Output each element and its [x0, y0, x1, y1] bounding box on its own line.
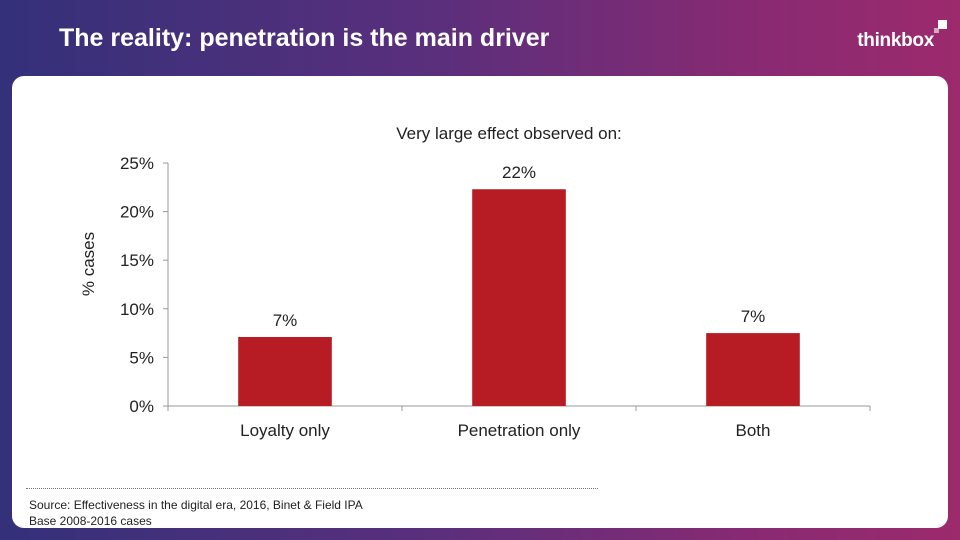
source-line: Source: Effectiveness in the digital era…	[29, 498, 363, 512]
y-tick-label: 15%	[120, 251, 154, 270]
y-tick-label: 20%	[120, 203, 154, 222]
y-axis-label: % cases	[79, 232, 98, 296]
slide-title: The reality: penetration is the main dri…	[59, 24, 550, 52]
chart-title: Very large effect observed on:	[396, 124, 622, 143]
footer-divider	[26, 488, 598, 489]
source-note: Source: Effectiveness in the digital era…	[29, 497, 363, 529]
data-label: 22%	[502, 163, 536, 182]
data-label: 7%	[273, 311, 298, 330]
x-category-label: Loyalty only	[240, 421, 330, 440]
y-tick-label: 10%	[120, 300, 154, 319]
y-tick-label: 0%	[129, 397, 154, 416]
data-label: 7%	[741, 307, 766, 326]
content-panel: Very large effect observed on: % cases 0…	[12, 76, 948, 528]
bar-chart: Very large effect observed on: % cases 0…	[79, 124, 871, 440]
y-tick-label: 25%	[120, 154, 154, 173]
thinkbox-logo: thinkbox	[857, 30, 934, 51]
x-category-label: Both	[736, 421, 771, 440]
x-category-label: Penetration only	[458, 421, 581, 440]
base-line: Base 2008-2016 cases	[29, 514, 152, 528]
bar	[238, 336, 332, 406]
bar	[472, 189, 566, 406]
y-tick-label: 5%	[129, 348, 154, 367]
bar	[706, 333, 800, 406]
logo-square-icon	[934, 20, 947, 33]
